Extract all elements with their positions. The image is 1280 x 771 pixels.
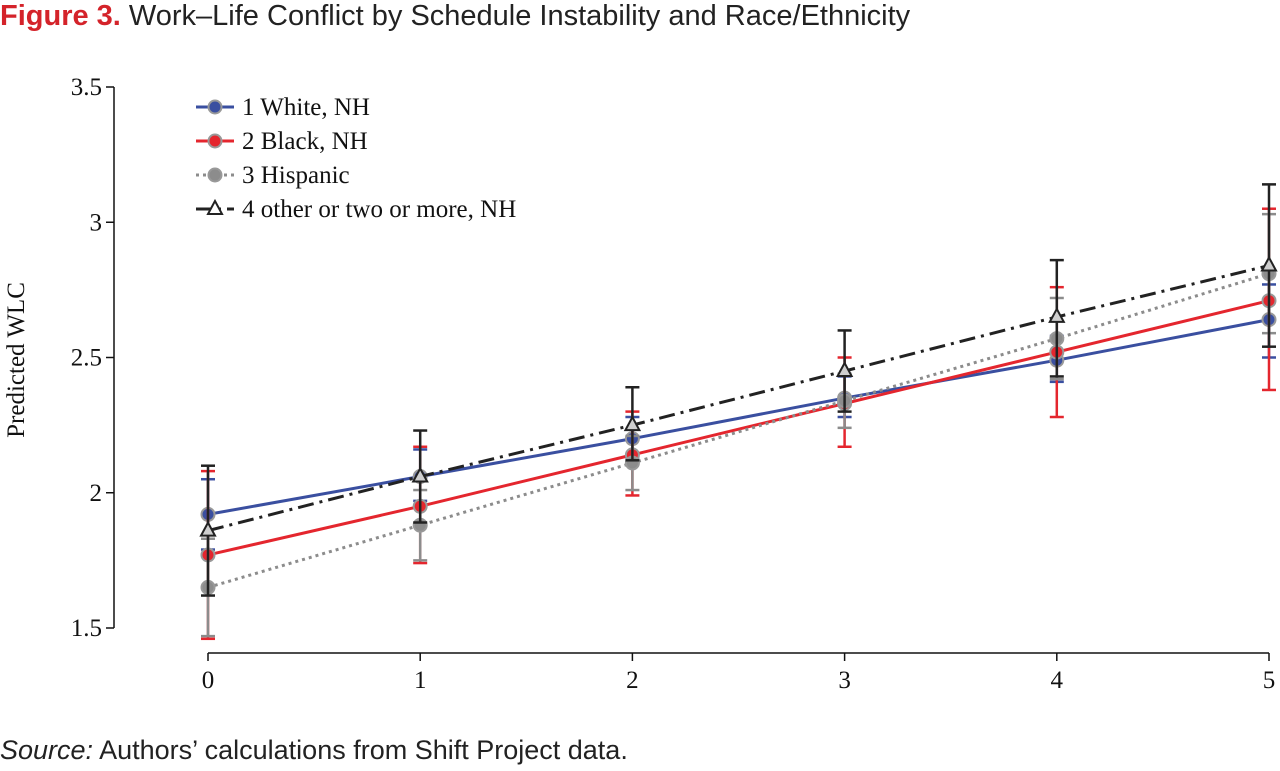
y-tick-label: 2 [90, 480, 103, 507]
source-note: Source: Authors’ calculations from Shift… [0, 734, 1280, 766]
series-line [207, 318, 1270, 516]
y-tick-label: 1.5 [71, 615, 102, 642]
y-tick-label: 3 [90, 209, 103, 236]
series-line [207, 299, 1270, 557]
series-group [200, 207, 1277, 641]
legend-label: 3 Hispanic [242, 162, 350, 189]
legend-label: 1 White, NH [242, 94, 370, 121]
source-label: Source: [0, 735, 94, 765]
y-tick-label: 2.5 [71, 345, 102, 372]
legend-item: 3 Hispanic [196, 162, 350, 189]
series-line [207, 264, 1270, 533]
legend-marker [206, 198, 224, 215]
x-tick-label: 0 [202, 667, 215, 694]
chart-axes [106, 86, 1270, 661]
legend-item: 2 Black, NH [196, 128, 368, 155]
x-tick-label: 5 [1263, 667, 1276, 694]
series-group [199, 183, 1278, 597]
legend-marker [207, 133, 223, 149]
line-chart: 1.5 2 2.5 3 3.5 0 1 2 3 4 5 Predicted WLC 1 White,… [3, 74, 1278, 694]
x-tick-label: 3 [838, 667, 851, 694]
y-axis-title: Predicted WLC [3, 282, 30, 438]
data-point [623, 415, 642, 432]
series-group [200, 212, 1277, 638]
data-point [835, 360, 854, 378]
figure-title: Figure 3. Work–Life Conflict by Schedule… [0, 0, 1280, 34]
legend-marker [207, 167, 223, 183]
data-point [411, 466, 429, 483]
data-point [1260, 255, 1278, 272]
chart-series [199, 183, 1278, 641]
legend-item: 1 White, NH [196, 94, 370, 121]
legend-label: 2 Black, NH [242, 128, 368, 155]
x-tick-label: 1 [414, 667, 427, 694]
data-point [1048, 306, 1066, 323]
figure-title-text: Work–Life Conflict by Schedule Instabili… [128, 0, 911, 32]
x-tick-label: 4 [1051, 667, 1064, 694]
y-tick-label: 3.5 [71, 74, 102, 101]
series-line [207, 272, 1270, 589]
source-text: Authors’ calculations from Shift Project… [99, 735, 628, 765]
series-group [200, 283, 1277, 551]
chart-tick-labels: 1.5 2 2.5 3 3.5 0 1 2 3 4 5 [71, 74, 1276, 694]
legend-marker [207, 99, 223, 115]
legend-label: 4 other or two or more, NH [242, 196, 516, 223]
chart-legend: 1 White, NH 2 Black, NH 3 Hispanic 4 other … [196, 94, 516, 223]
legend-item: 4 other or two or more, NH [196, 196, 516, 223]
x-tick-label: 2 [626, 667, 639, 694]
figure-label: Figure 3. [0, 0, 121, 32]
data-point [199, 520, 217, 537]
